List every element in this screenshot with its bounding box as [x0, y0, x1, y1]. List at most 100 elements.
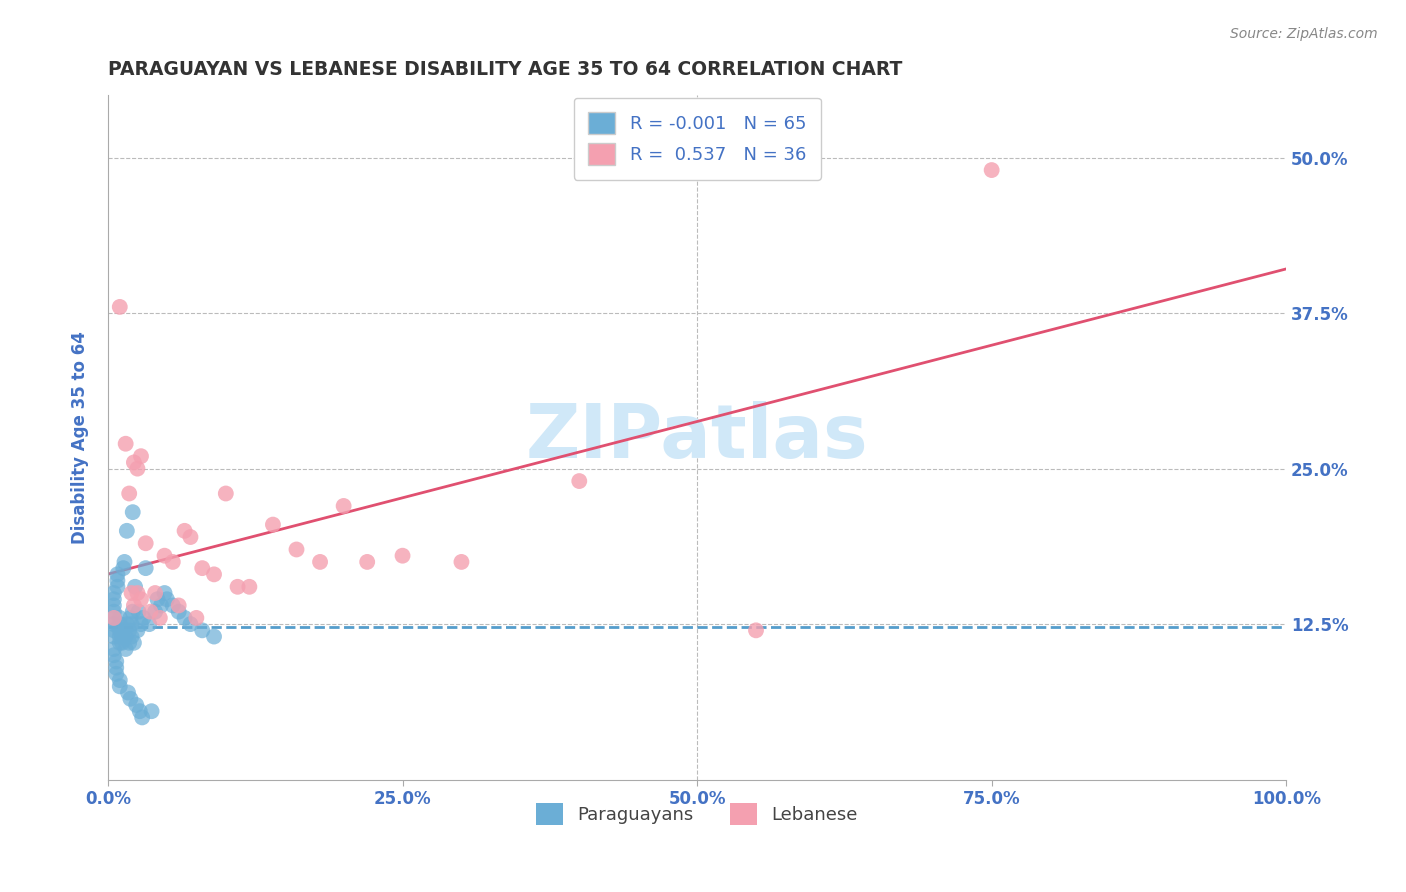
Point	[167, 599, 190, 613]
Point	[108, 679, 131, 693]
Point	[115, 617, 138, 632]
Text: Source: ZipAtlas.com: Source: ZipAtlas.com	[1230, 27, 1378, 41]
Point	[103, 630, 125, 644]
Point	[143, 586, 166, 600]
Point	[121, 505, 143, 519]
Point	[107, 574, 129, 588]
Point	[103, 586, 125, 600]
Point	[173, 611, 195, 625]
Point	[108, 673, 131, 687]
Point	[153, 549, 176, 563]
Point	[179, 530, 201, 544]
Point	[191, 624, 214, 638]
Point	[108, 300, 131, 314]
Point	[450, 555, 472, 569]
Point	[127, 586, 149, 600]
Point	[118, 636, 141, 650]
Point	[111, 636, 134, 650]
Point	[108, 630, 131, 644]
Point	[112, 561, 135, 575]
Point	[108, 636, 131, 650]
Point	[173, 524, 195, 538]
Point	[114, 642, 136, 657]
Point	[131, 710, 153, 724]
Point	[125, 698, 148, 712]
Point	[108, 617, 131, 632]
Point	[114, 436, 136, 450]
Point	[202, 630, 225, 644]
Point	[105, 655, 128, 669]
Point	[568, 474, 591, 488]
Point	[215, 486, 238, 500]
Point	[162, 599, 184, 613]
Point	[179, 617, 201, 632]
Point	[111, 630, 134, 644]
Point	[127, 624, 149, 638]
Point	[118, 624, 141, 638]
Point	[162, 555, 184, 569]
Point	[103, 605, 125, 619]
Point	[107, 580, 129, 594]
Point	[150, 599, 173, 613]
Point	[103, 642, 125, 657]
Point	[141, 704, 163, 718]
Point	[167, 605, 190, 619]
Point	[107, 567, 129, 582]
Point	[121, 605, 143, 619]
Point	[122, 455, 145, 469]
Point	[118, 486, 141, 500]
Point	[114, 630, 136, 644]
Point	[112, 624, 135, 638]
Point	[146, 592, 169, 607]
Point	[129, 592, 152, 607]
Point	[202, 567, 225, 582]
Point	[138, 617, 160, 632]
Point	[391, 549, 413, 563]
Point	[103, 611, 125, 625]
Point	[127, 461, 149, 475]
Text: ZIPatlas: ZIPatlas	[526, 401, 869, 474]
Point	[226, 580, 249, 594]
Point	[121, 586, 143, 600]
Point	[103, 648, 125, 663]
Point	[332, 499, 354, 513]
Point	[128, 605, 150, 619]
Point	[103, 617, 125, 632]
Point	[129, 617, 152, 632]
Point	[121, 630, 143, 644]
Point	[122, 599, 145, 613]
Point	[262, 517, 284, 532]
Legend: Paraguayans, Lebanese: Paraguayans, Lebanese	[529, 796, 865, 832]
Point	[153, 586, 176, 600]
Point	[103, 611, 125, 625]
Y-axis label: Disability Age 35 to 64: Disability Age 35 to 64	[72, 331, 89, 544]
Point	[135, 561, 157, 575]
Point	[139, 605, 162, 619]
Point	[108, 624, 131, 638]
Point	[356, 555, 378, 569]
Point	[115, 524, 138, 538]
Point	[120, 691, 142, 706]
Point	[149, 611, 172, 625]
Point	[105, 666, 128, 681]
Point	[135, 536, 157, 550]
Point	[114, 555, 136, 569]
Point	[143, 605, 166, 619]
Point	[128, 704, 150, 718]
Point	[121, 617, 143, 632]
Point	[186, 611, 208, 625]
Point	[285, 542, 308, 557]
Point	[117, 685, 139, 699]
Point	[120, 611, 142, 625]
Point	[132, 611, 155, 625]
Text: PARAGUAYAN VS LEBANESE DISABILITY AGE 35 TO 64 CORRELATION CHART: PARAGUAYAN VS LEBANESE DISABILITY AGE 35…	[108, 60, 903, 78]
Point	[122, 636, 145, 650]
Point	[103, 592, 125, 607]
Point	[309, 555, 332, 569]
Point	[105, 660, 128, 674]
Point	[156, 592, 179, 607]
Point	[238, 580, 260, 594]
Point	[108, 611, 131, 625]
Point	[103, 599, 125, 613]
Point	[129, 449, 152, 463]
